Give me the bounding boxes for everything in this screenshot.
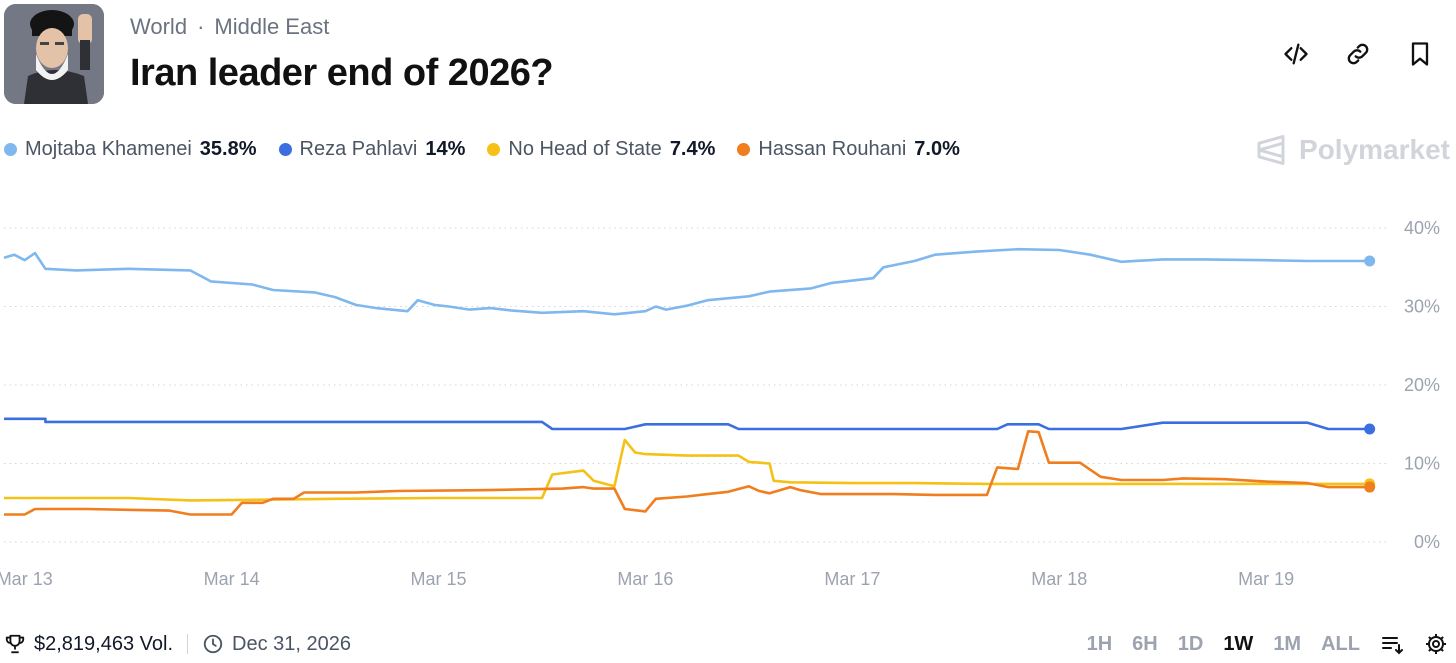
volume: $2,819,463 Vol. bbox=[4, 633, 173, 656]
market-actions bbox=[1278, 36, 1438, 72]
series-endpoint-reza-pahlavi[interactable] bbox=[1364, 423, 1376, 435]
legend-label: Mojtaba Khamenei bbox=[25, 138, 192, 160]
settings-button[interactable] bbox=[1424, 632, 1448, 656]
page-title: Iran leader end of 2026? bbox=[130, 52, 554, 94]
copy-link-button[interactable] bbox=[1340, 36, 1376, 72]
legend-label: Hassan Rouhani bbox=[758, 138, 907, 160]
legend-label: No Head of State bbox=[508, 138, 662, 160]
legend-dot bbox=[737, 143, 751, 156]
end-date-value: Dec 31, 2026 bbox=[232, 632, 351, 655]
legend-label: Reza Pahlavi bbox=[299, 138, 418, 160]
time-range-selector: 1H 6H 1D 1W 1M ALL bbox=[1087, 632, 1456, 656]
legend-value: 7.4% bbox=[669, 138, 716, 160]
clock-icon bbox=[203, 634, 223, 654]
range-6h[interactable]: 6H bbox=[1132, 632, 1158, 655]
series-line-no-head-of-state bbox=[4, 438, 1370, 502]
embed-icon bbox=[1284, 43, 1308, 65]
range-1d[interactable]: 1D bbox=[1177, 632, 1204, 655]
volume-value: $2,819,463 Vol. bbox=[34, 632, 174, 655]
x-tick-label: Mar 18 bbox=[1031, 569, 1087, 589]
x-tick-label: Mar 19 bbox=[1238, 569, 1294, 589]
y-tick-label: 20% bbox=[1404, 375, 1440, 395]
breadcrumb-separator: · bbox=[197, 14, 205, 39]
legend-dot bbox=[487, 143, 501, 156]
chart-legend: Mojtaba Khamenei 35.8% Reza Pahlavi 14% … bbox=[4, 138, 960, 161]
price-history-chart: Mar 13 Mar 14 Mar 15 Mar 16 Mar 17 Mar 18 Mar … bbox=[0, 218, 1440, 589]
x-tick-label: Mar 16 bbox=[617, 569, 673, 589]
series-line-reza-pahlavi bbox=[4, 417, 1370, 431]
x-tick-label: Mar 13 bbox=[0, 569, 53, 589]
chart-series-lines bbox=[3, 247, 1376, 516]
breadcrumb-middle-east[interactable]: Middle East bbox=[214, 14, 330, 39]
series-line-hassan-rouhani bbox=[4, 430, 1370, 516]
sort-lines-icon bbox=[1382, 637, 1403, 655]
legend-item-no-head-of-state[interactable]: No Head of State 7.4% bbox=[487, 138, 715, 161]
x-axis-labels: Mar 13 Mar 14 Mar 15 Mar 16 Mar 17 Mar 18 Mar … bbox=[0, 569, 1294, 589]
chart-options-button[interactable] bbox=[1380, 632, 1404, 656]
divider bbox=[187, 634, 189, 654]
range-1m[interactable]: 1M bbox=[1273, 632, 1302, 655]
market-footer: $2,819,463 Vol. Dec 31, 2026 1H 6H 1D 1W… bbox=[4, 628, 1456, 660]
polymarket-logo-icon bbox=[1257, 135, 1285, 165]
breadcrumb-world[interactable]: World bbox=[130, 14, 188, 39]
bookmark-button[interactable] bbox=[1402, 36, 1438, 72]
y-tick-label: 0% bbox=[1414, 532, 1440, 552]
trophy-icon bbox=[5, 634, 25, 654]
legend-item-hassan-rouhani[interactable]: Hassan Rouhani 7.0% bbox=[737, 138, 960, 161]
legend-item-reza-pahlavi[interactable]: Reza Pahlavi 14% bbox=[278, 138, 466, 161]
market-image bbox=[4, 4, 104, 104]
y-axis-labels: 0% 10% 20% 30% 40% bbox=[1404, 218, 1440, 552]
x-tick-label: Mar 17 bbox=[824, 569, 880, 589]
embed-button[interactable] bbox=[1278, 36, 1314, 72]
y-tick-label: 10% bbox=[1404, 454, 1440, 474]
gear-icon bbox=[1426, 634, 1446, 654]
series-endpoint-mojtaba-khamenei[interactable] bbox=[1364, 255, 1376, 267]
range-1h[interactable]: 1H bbox=[1086, 632, 1113, 655]
legend-item-mojtaba-khamenei[interactable]: Mojtaba Khamenei 35.8% bbox=[4, 138, 257, 161]
x-tick-label: Mar 15 bbox=[411, 569, 467, 589]
link-icon bbox=[1347, 43, 1369, 65]
y-tick-label: 40% bbox=[1404, 218, 1440, 238]
y-tick-label: 30% bbox=[1404, 297, 1440, 317]
legend-value: 35.8% bbox=[199, 138, 257, 160]
legend-value: 7.0% bbox=[914, 138, 960, 160]
brand-watermark: Polymarket bbox=[1253, 132, 1450, 168]
x-tick-label: Mar 14 bbox=[204, 569, 260, 589]
legend-value: 14% bbox=[425, 138, 466, 160]
breadcrumb: World · Middle East bbox=[130, 14, 329, 40]
end-date: Dec 31, 2026 bbox=[202, 633, 351, 656]
series-endpoint-hassan-rouhani[interactable] bbox=[1364, 481, 1376, 493]
series-line-mojtaba-khamenei bbox=[3, 247, 1370, 316]
range-all[interactable]: ALL bbox=[1321, 632, 1360, 655]
brand-name: Polymarket bbox=[1299, 134, 1450, 165]
legend-dot bbox=[4, 143, 17, 156]
range-1w[interactable]: 1W bbox=[1223, 632, 1254, 655]
bookmark-icon bbox=[1411, 42, 1429, 66]
legend-dot bbox=[278, 143, 292, 156]
